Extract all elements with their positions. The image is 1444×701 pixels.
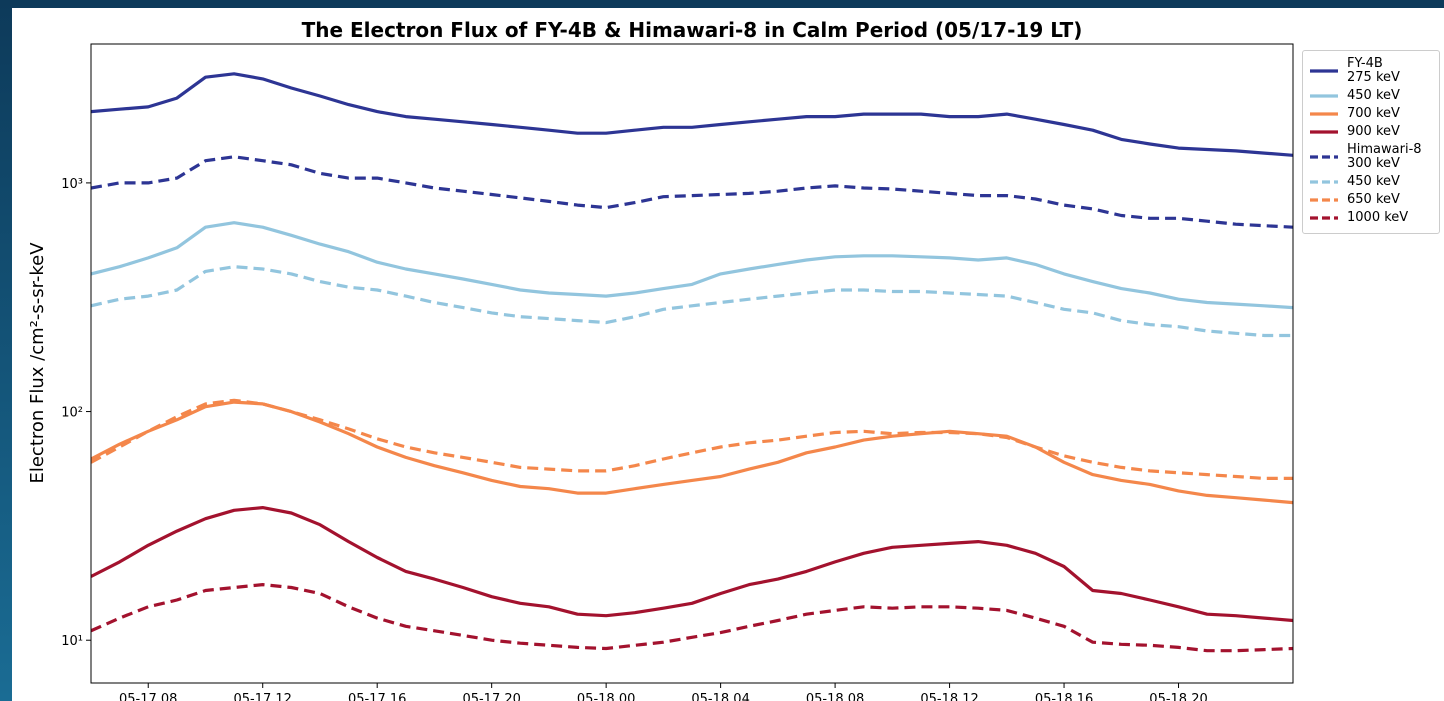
legend-entry: 1000 keV bbox=[1303, 209, 1439, 227]
legend-label: 450 keV bbox=[1347, 174, 1400, 189]
series-line bbox=[91, 265, 1293, 338]
x-tick-label: 05-18 16 bbox=[1035, 692, 1093, 701]
legend-entry: FY-4B 275 keV bbox=[1303, 55, 1439, 87]
series-line bbox=[91, 506, 1293, 623]
x-tick-label: 05-18 00 bbox=[577, 692, 635, 701]
legend-swatch bbox=[1310, 69, 1338, 73]
legend-label: 900 keV bbox=[1347, 124, 1400, 139]
y-axis-label: Electron Flux /cm²-s-sr-keV bbox=[27, 242, 48, 484]
legend-entry: 450 keV bbox=[1303, 87, 1439, 105]
x-tick-label: 05-18 20 bbox=[1149, 692, 1207, 701]
legend-entry: 900 keV bbox=[1303, 123, 1439, 141]
y-tick-label: 10² bbox=[61, 406, 83, 421]
legend-label: 1000 keV bbox=[1347, 210, 1409, 225]
legend-label: 650 keV bbox=[1347, 192, 1400, 207]
x-tick-label: 05-17 12 bbox=[233, 692, 291, 701]
x-tick-label: 05-17 16 bbox=[348, 692, 406, 701]
legend-swatch bbox=[1310, 155, 1338, 159]
legend-entry: 700 keV bbox=[1303, 105, 1439, 123]
legend-label: 450 keV bbox=[1347, 88, 1400, 103]
legend-label: Himawari-8 300 keV bbox=[1347, 142, 1422, 171]
series-line bbox=[91, 155, 1293, 229]
x-tick-label: 05-17 20 bbox=[462, 692, 520, 701]
chart-title: The Electron Flux of FY-4B & Himawari-8 … bbox=[302, 18, 1083, 42]
x-tick-label: 05-17 08 bbox=[119, 692, 177, 701]
legend-swatch bbox=[1310, 94, 1338, 98]
legend-swatch bbox=[1310, 198, 1338, 202]
y-tick-label: 10¹ bbox=[61, 634, 83, 649]
legend-entry: 650 keV bbox=[1303, 191, 1439, 209]
series-line bbox=[91, 72, 1293, 157]
series-line bbox=[91, 400, 1293, 505]
legend-label: FY-4B 275 keV bbox=[1347, 56, 1400, 85]
x-tick-label: 05-18 08 bbox=[806, 692, 864, 701]
x-tick-label: 05-18 04 bbox=[691, 692, 749, 701]
legend-swatch bbox=[1310, 112, 1338, 116]
x-tick-label: 05-18 12 bbox=[920, 692, 978, 701]
legend-entry: Himawari-8 300 keV bbox=[1303, 141, 1439, 173]
legend-swatch bbox=[1310, 130, 1338, 134]
series-line bbox=[91, 583, 1293, 653]
legend: FY-4B 275 keV 450 keV 700 keV 900 keV Himawa… bbox=[1302, 50, 1440, 234]
legend-label: 700 keV bbox=[1347, 106, 1400, 121]
y-tick-label: 10³ bbox=[61, 177, 83, 192]
series-line bbox=[91, 398, 1293, 480]
legend-entry: 450 keV bbox=[1303, 173, 1439, 191]
legend-swatch bbox=[1310, 180, 1338, 184]
plot-frame bbox=[90, 43, 1294, 684]
series-line bbox=[91, 221, 1293, 310]
legend-swatch bbox=[1310, 216, 1338, 220]
